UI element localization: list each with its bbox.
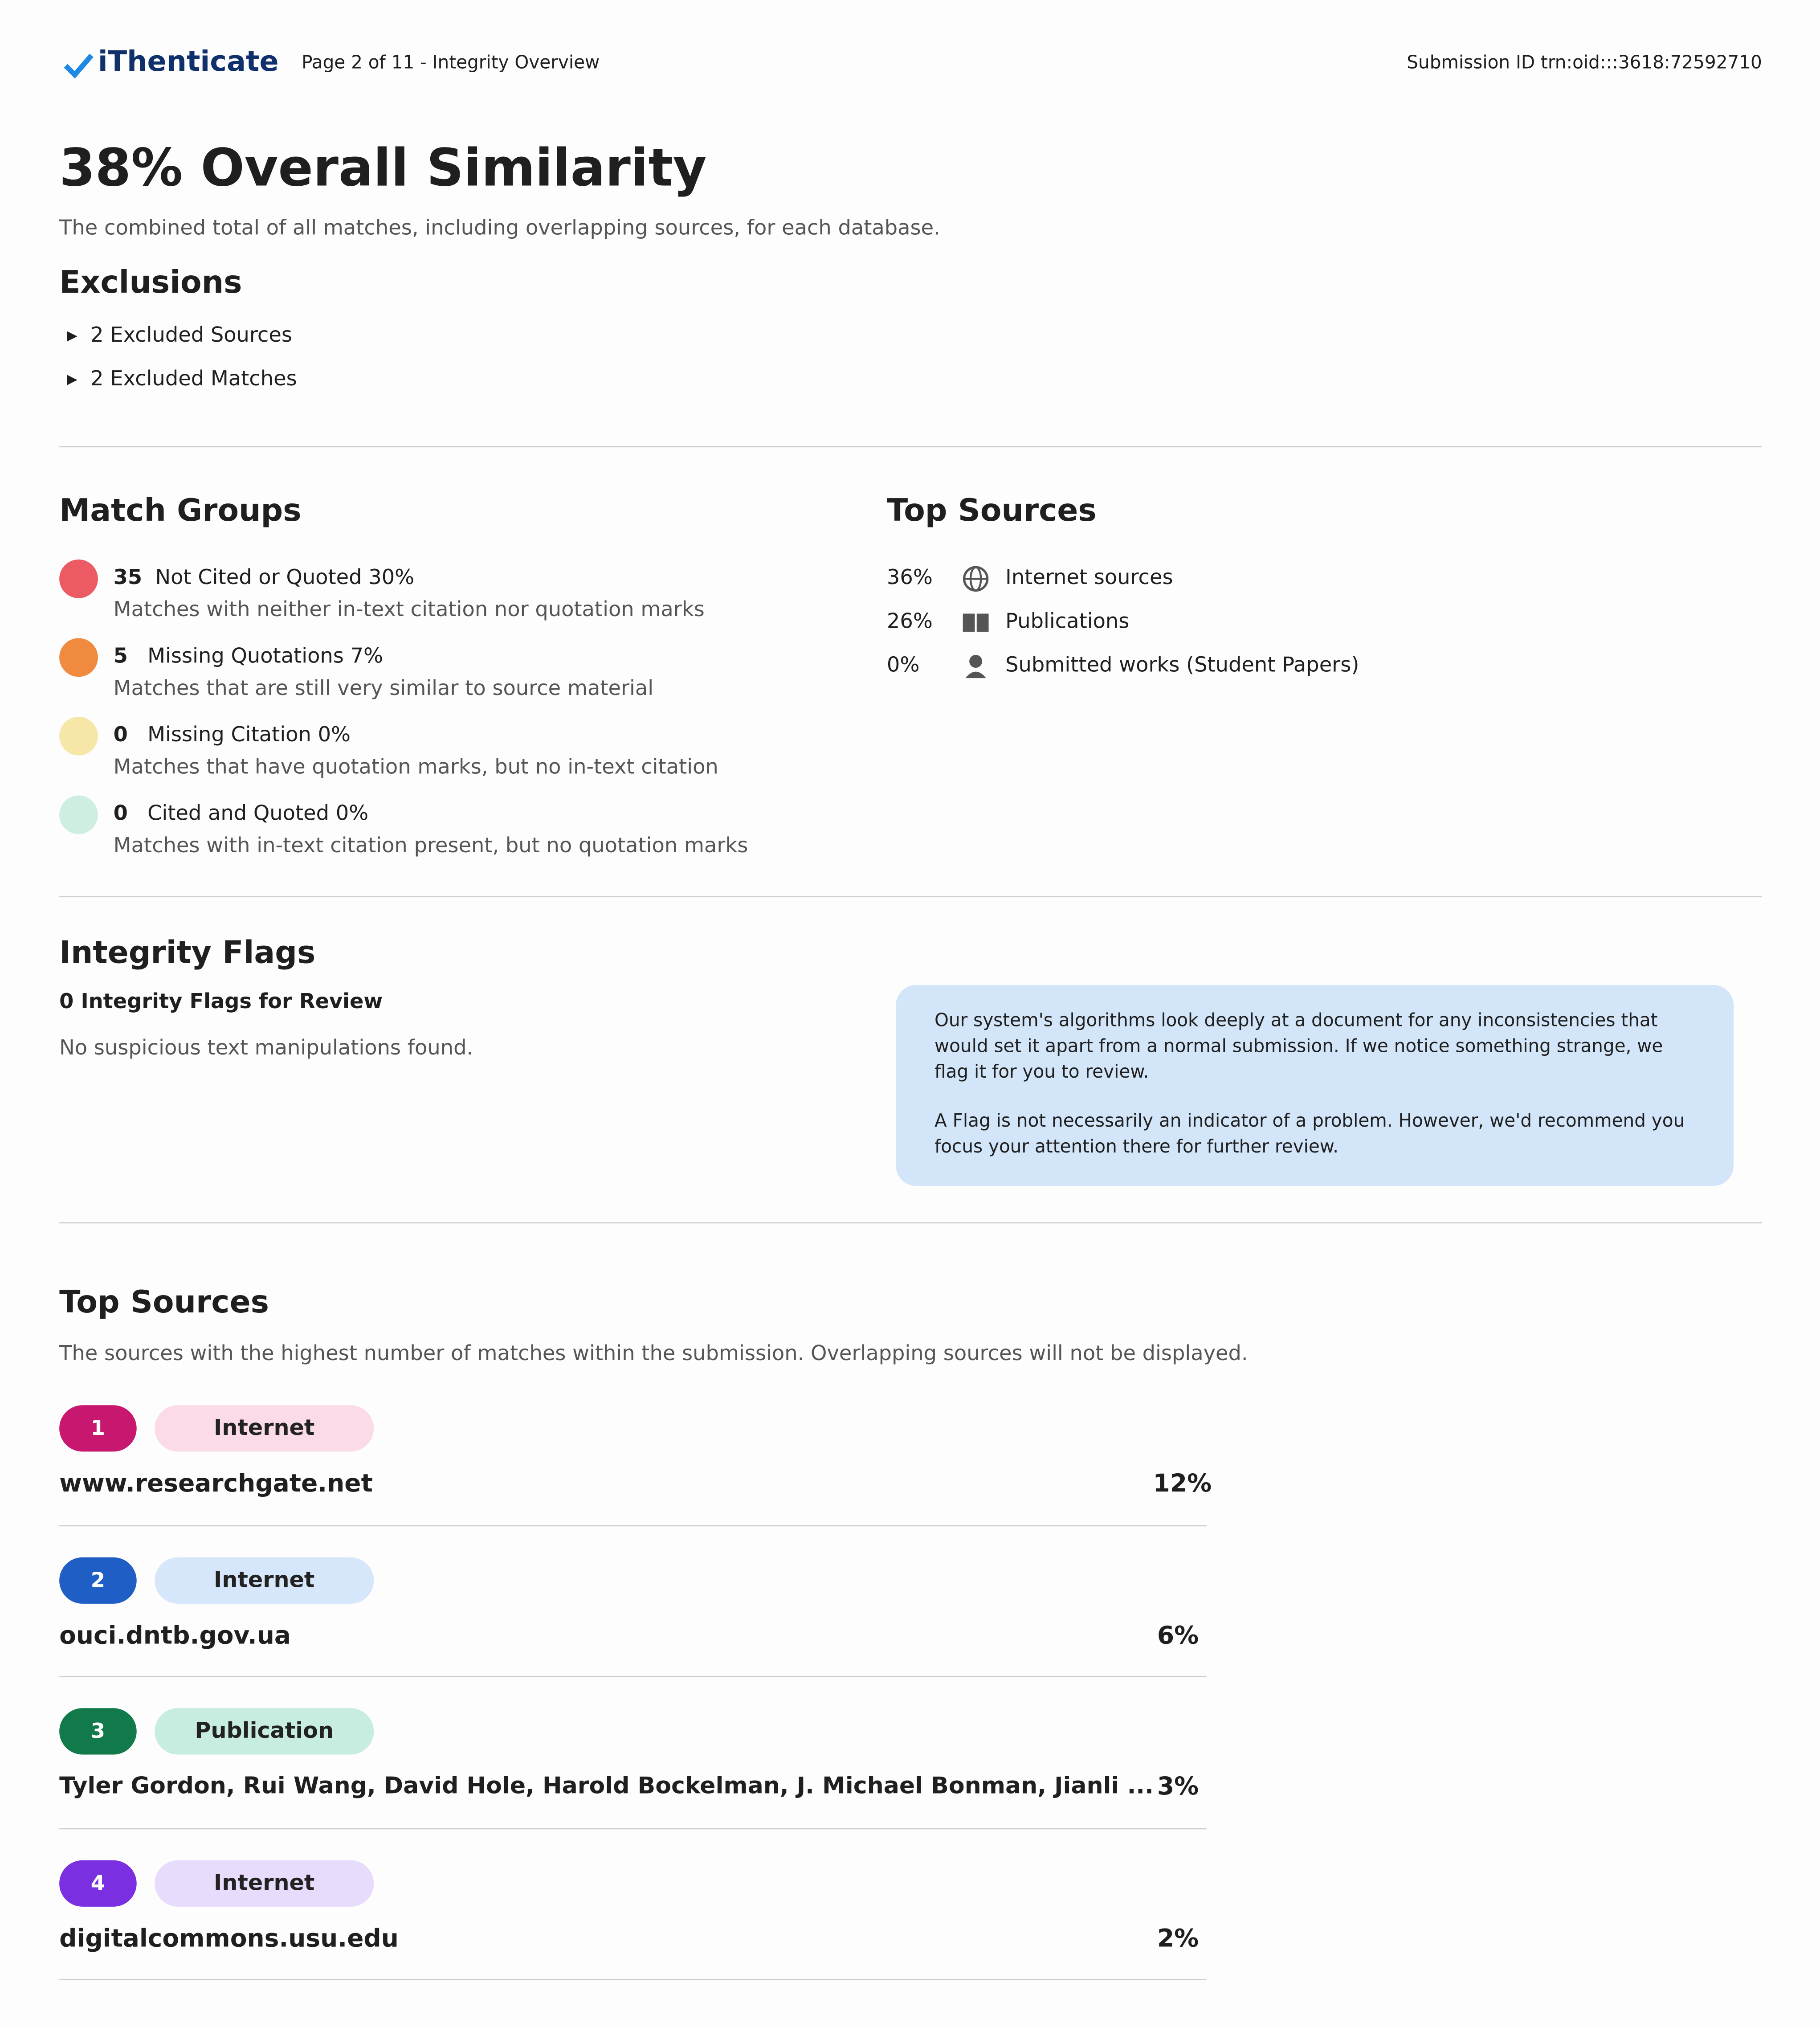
exclusion-label: 2 Excluded Sources — [90, 322, 292, 347]
subtitle: The sources with the highest number of m… — [59, 1340, 1248, 1365]
source-percent: 3% — [1157, 1772, 1199, 1801]
group-desc: Matches that are still very similar to s… — [113, 675, 654, 700]
flag-status: No suspicious text manipulations found. — [59, 1035, 473, 1060]
section-title: Top Sources — [886, 492, 1097, 529]
label: Internet sources — [1005, 564, 1173, 589]
icon — [59, 559, 98, 598]
section-title: Match Groups — [59, 492, 302, 529]
source-name[interactable]: ouci.dntb.gov.ua — [59, 1622, 291, 1651]
source-name[interactable]: Tyler Gordon, Rui Wang, David Hole, Haro… — [59, 1772, 1154, 1800]
divider — [59, 1676, 1207, 1677]
source-name[interactable]: digitalcommons.usu.edu — [59, 1925, 399, 1953]
exclusion-label: 2 Excluded Matches — [90, 366, 297, 391]
source-type: Publication — [155, 1708, 374, 1755]
source-percent: 6% — [1157, 1622, 1199, 1651]
divider — [59, 1525, 1207, 1527]
page-indicator: Page 2 of 11 - Integrity Overview — [302, 53, 600, 74]
count: 0 — [113, 801, 128, 826]
divider — [59, 1978, 1207, 1980]
info-text: A Flag is not necessarily an indicator o… — [934, 1111, 1685, 1158]
submission-id: Submission ID trn:oid:::3618:72592710 — [1407, 53, 1762, 74]
source-percent: 2% — [1157, 1925, 1199, 1953]
title: 38% Overall Similarity — [59, 139, 707, 199]
group-label: 0 Missing Citation 0% — [114, 722, 351, 747]
percent: 36% — [886, 564, 933, 589]
flag-count: 0 Integrity Flags for Review — [59, 989, 383, 1014]
divider — [59, 1222, 1762, 1224]
label: Submitted works (Student Papers) — [1005, 652, 1359, 677]
subtitle: The combined total of all matches, inclu… — [59, 215, 940, 240]
rank: 1 — [59, 1405, 137, 1452]
icon — [59, 716, 98, 756]
section-title: Integrity Flags — [59, 935, 316, 971]
group-desc: Matches with neither in-text citation no… — [113, 597, 705, 621]
rank: 4 — [59, 1860, 137, 1907]
group-label: 0 Cited and Quoted 0% — [114, 801, 369, 825]
divider — [59, 896, 1762, 898]
source-percent: 12% — [1153, 1469, 1212, 1498]
count: 0 — [113, 722, 128, 747]
source-type: Internet — [155, 1860, 374, 1907]
label: Missing Quotations 7% — [147, 643, 384, 668]
section-title: Exclusions — [59, 264, 242, 301]
source-type: Internet — [155, 1405, 374, 1452]
section-title: Top Sources — [59, 1284, 269, 1320]
logo-check — [64, 53, 94, 79]
exclusion[interactable]: ▸ 2 Excluded Sources — [67, 322, 292, 347]
rank: 3 — [59, 1708, 137, 1755]
divider — [59, 1828, 1207, 1830]
percent: 0% — [886, 652, 920, 677]
count: 35 — [113, 564, 143, 589]
label: Not Cited or Quoted 30% — [155, 564, 415, 589]
source-type: Internet — [155, 1557, 374, 1604]
icon — [59, 795, 98, 834]
label: Missing Citation 0% — [147, 722, 351, 747]
source-name[interactable]: www.researchgate.net — [59, 1469, 373, 1498]
divider — [59, 446, 1762, 448]
percent: 26% — [886, 608, 933, 633]
brand: iThenticate — [98, 46, 279, 79]
info-box: Our system's algorithms look deeply at a… — [896, 985, 1734, 1186]
group-desc: Matches that have quotation marks, but n… — [113, 754, 718, 779]
group-desc: Matches with in-text citation present, b… — [113, 833, 748, 858]
count: 5 — [113, 643, 128, 668]
source-icons — [963, 566, 989, 678]
label: Publications — [1005, 608, 1130, 633]
group-label: 5 Missing Quotations 7% — [114, 643, 383, 668]
info-text: Our system's algorithms look deeply at a… — [934, 1010, 1663, 1083]
rank: 2 — [59, 1557, 137, 1604]
group-label: 35 Not Cited or Quoted 30% — [114, 564, 415, 589]
icon — [59, 638, 98, 677]
exclusion[interactable]: ▸ 2 Excluded Matches — [67, 366, 297, 391]
label: Cited and Quoted 0% — [147, 801, 369, 826]
